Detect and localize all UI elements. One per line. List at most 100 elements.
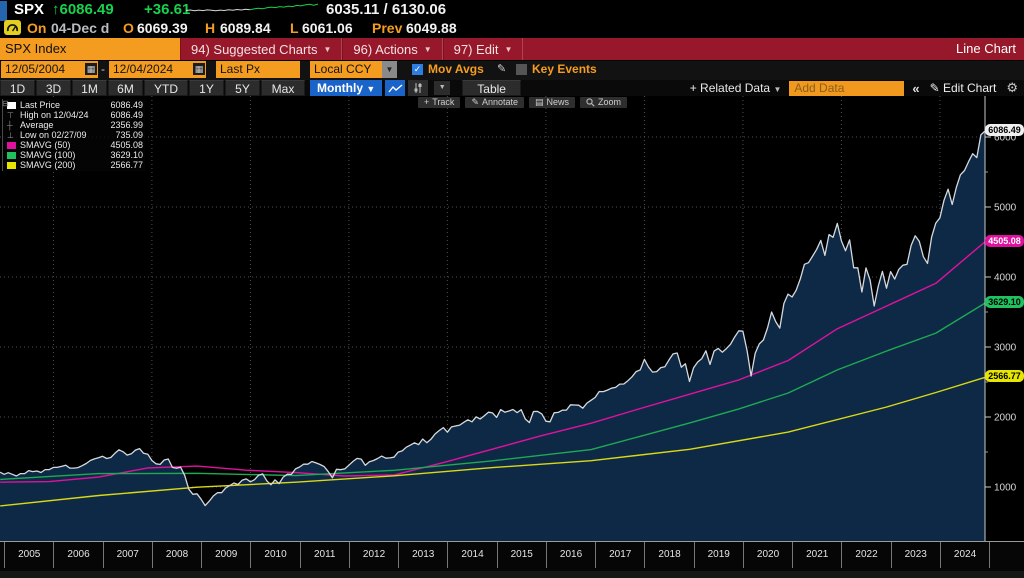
x-axis-year-label: 2013 xyxy=(398,542,447,568)
legend-row: ⊥ Low on 02/27/09 735.09 xyxy=(7,130,143,140)
range-6m[interactable]: 6M xyxy=(108,80,143,96)
x-axis-year-label: 2020 xyxy=(742,542,792,568)
more-chart-types-dropdown[interactable]: ▼ xyxy=(434,81,451,95)
date-from-input[interactable]: 12/05/2004 ▦ xyxy=(1,61,98,78)
edit-mov-avgs-pencil-icon[interactable]: ✎ xyxy=(497,63,507,75)
plus-icon: + xyxy=(424,97,430,107)
svg-text:1000: 1000 xyxy=(994,483,1017,494)
range-1m[interactable]: 1M xyxy=(72,80,107,96)
legend-row: SMAVG (200) 2566.77 xyxy=(7,160,143,170)
pencil-icon: ✎ xyxy=(471,97,479,107)
x-axis-year-label: 2022 xyxy=(841,542,890,568)
last-price-swatch xyxy=(7,101,16,109)
range-ytd[interactable]: YTD xyxy=(144,80,188,96)
session-date: 04-Dec d xyxy=(51,20,110,36)
related-data-button[interactable]: + Related Data ▼ xyxy=(689,81,782,95)
range-max[interactable]: Max xyxy=(261,80,305,96)
window-bottom-edge xyxy=(0,571,1024,578)
mov-avgs-checkbox[interactable]: ✓ xyxy=(412,64,423,75)
chevron-down-icon: ▼ xyxy=(366,84,376,94)
table-button[interactable]: Table xyxy=(462,80,521,96)
intraday-sparkline xyxy=(186,3,318,12)
add-data-input[interactable]: Add Data xyxy=(789,80,905,96)
smavg50-axis-badge: 4505.08 xyxy=(985,235,1024,247)
average-marker-icon: ┼ xyxy=(7,120,13,130)
low-value: 6061.06 xyxy=(302,20,353,36)
menu-actions[interactable]: 96) Actions ▼ xyxy=(342,38,443,60)
range-3d[interactable]: 3D xyxy=(36,80,71,96)
track-button[interactable]: + Track xyxy=(418,97,461,108)
range-1d[interactable]: 1D xyxy=(0,80,35,96)
legend-row: SMAVG (50) 4505.08 xyxy=(7,140,143,150)
bid-ask: 6035.11 / 6130.06 xyxy=(326,1,447,18)
chart-settings-sliders-icon[interactable] xyxy=(408,80,429,96)
gauge-icon[interactable] xyxy=(4,20,21,35)
x-axis-year-label: 2011 xyxy=(299,542,349,568)
x-axis-year-label: 2006 xyxy=(53,542,102,568)
x-axis-year-label xyxy=(989,542,1024,568)
news-button[interactable]: ▤ News xyxy=(529,97,576,108)
last-price: ↑6086.49 xyxy=(52,1,114,18)
x-axis-year-label: 2019 xyxy=(693,542,743,568)
security-header: SPX ↑6086.49 +36.61 6035.11 / 6130.06 xyxy=(0,0,1024,21)
x-axis-year-label: 2008 xyxy=(151,542,201,568)
key-events-label: Key Events xyxy=(532,62,597,76)
currency-dropdown-button[interactable]: ▼ xyxy=(382,61,397,78)
range-1y[interactable]: 1Y xyxy=(189,80,224,96)
magnifier-icon xyxy=(586,98,595,107)
calendar-icon[interactable]: ▦ xyxy=(193,63,205,75)
currency-select[interactable]: Local CCY xyxy=(310,61,382,78)
collapse-panel-button[interactable]: « xyxy=(912,80,920,96)
pencil-icon: ✎ xyxy=(929,81,943,95)
svg-text:3000: 3000 xyxy=(994,343,1017,354)
low-marker-icon: ⊥ xyxy=(7,130,14,140)
x-axis-year-label: 2021 xyxy=(792,542,841,568)
price-field-select[interactable]: Last Px xyxy=(216,61,300,78)
function-title: Line Chart xyxy=(956,41,1016,56)
key-events-checkbox[interactable] xyxy=(516,64,527,75)
ohlc-row: On 04-Dec d O 6069.39 H 6089.84 L 6061.0… xyxy=(0,20,1024,38)
frequency-select[interactable]: Monthly ▼ xyxy=(310,80,383,96)
mov-avgs-label: Mov Avgs xyxy=(428,62,484,76)
smavg50-swatch xyxy=(7,141,16,149)
high-marker-icon: ⊤ xyxy=(7,110,14,120)
x-axis-year-strip: 2005 2006 2007 2008 2009 2010 2011 2012 2013 2014… xyxy=(0,541,1024,571)
menu-suggested-charts[interactable]: 94) Suggested Charts ▼ xyxy=(180,38,343,60)
open-value: 6069.39 xyxy=(137,20,188,36)
panel-tab-icon[interactable] xyxy=(0,1,7,21)
x-axis-year-label: 2007 xyxy=(102,542,152,568)
legend-expander-icon[interactable]: ⊟ xyxy=(2,99,9,108)
annotate-button[interactable]: ✎ Annotate xyxy=(465,97,525,108)
price-change: +36.61 xyxy=(144,1,191,18)
news-icon: ▤ xyxy=(535,97,544,107)
high-label: H xyxy=(205,20,216,36)
chevron-down-icon: ▼ xyxy=(504,44,513,54)
security-input[interactable]: SPX Index xyxy=(0,38,180,60)
menu-edit[interactable]: 97) Edit ▼ xyxy=(442,38,524,60)
calendar-icon[interactable]: ▦ xyxy=(85,63,97,75)
smavg200-axis-badge: 2566.77 xyxy=(985,370,1024,382)
x-axis-year-label: 2016 xyxy=(545,542,595,568)
smavg100-swatch xyxy=(7,151,16,159)
last-price-axis-badge: 6086.49 xyxy=(985,124,1024,136)
x-axis-year-label: 2010 xyxy=(250,542,299,568)
prev-value: 6049.88 xyxy=(406,20,457,36)
chart-tools: + Track ✎ Annotate ▤ News Zoom xyxy=(418,97,628,108)
high-value: 6089.84 xyxy=(220,20,271,36)
zoom-button[interactable]: Zoom xyxy=(580,97,628,108)
session-label: On xyxy=(27,20,47,36)
line-chart-icon[interactable] xyxy=(385,80,406,96)
legend-row: ┼ Average 2356.99 xyxy=(7,120,143,130)
legend-row: ⊤ High on 12/04/24 6086.49 xyxy=(7,110,143,120)
chevron-down-icon: ▼ xyxy=(323,44,332,54)
edit-chart-button[interactable]: ✎ Edit Chart xyxy=(929,81,997,95)
prev-label: Prev xyxy=(372,20,403,36)
open-label: O xyxy=(123,20,134,36)
x-axis-year-label: 2018 xyxy=(644,542,693,568)
range-5y[interactable]: 5Y xyxy=(225,80,260,96)
gear-icon[interactable]: ⚙ xyxy=(1006,80,1018,95)
x-axis-year-label: 2024 xyxy=(939,542,989,568)
date-to-input[interactable]: 12/04/2024 ▦ xyxy=(109,61,206,78)
